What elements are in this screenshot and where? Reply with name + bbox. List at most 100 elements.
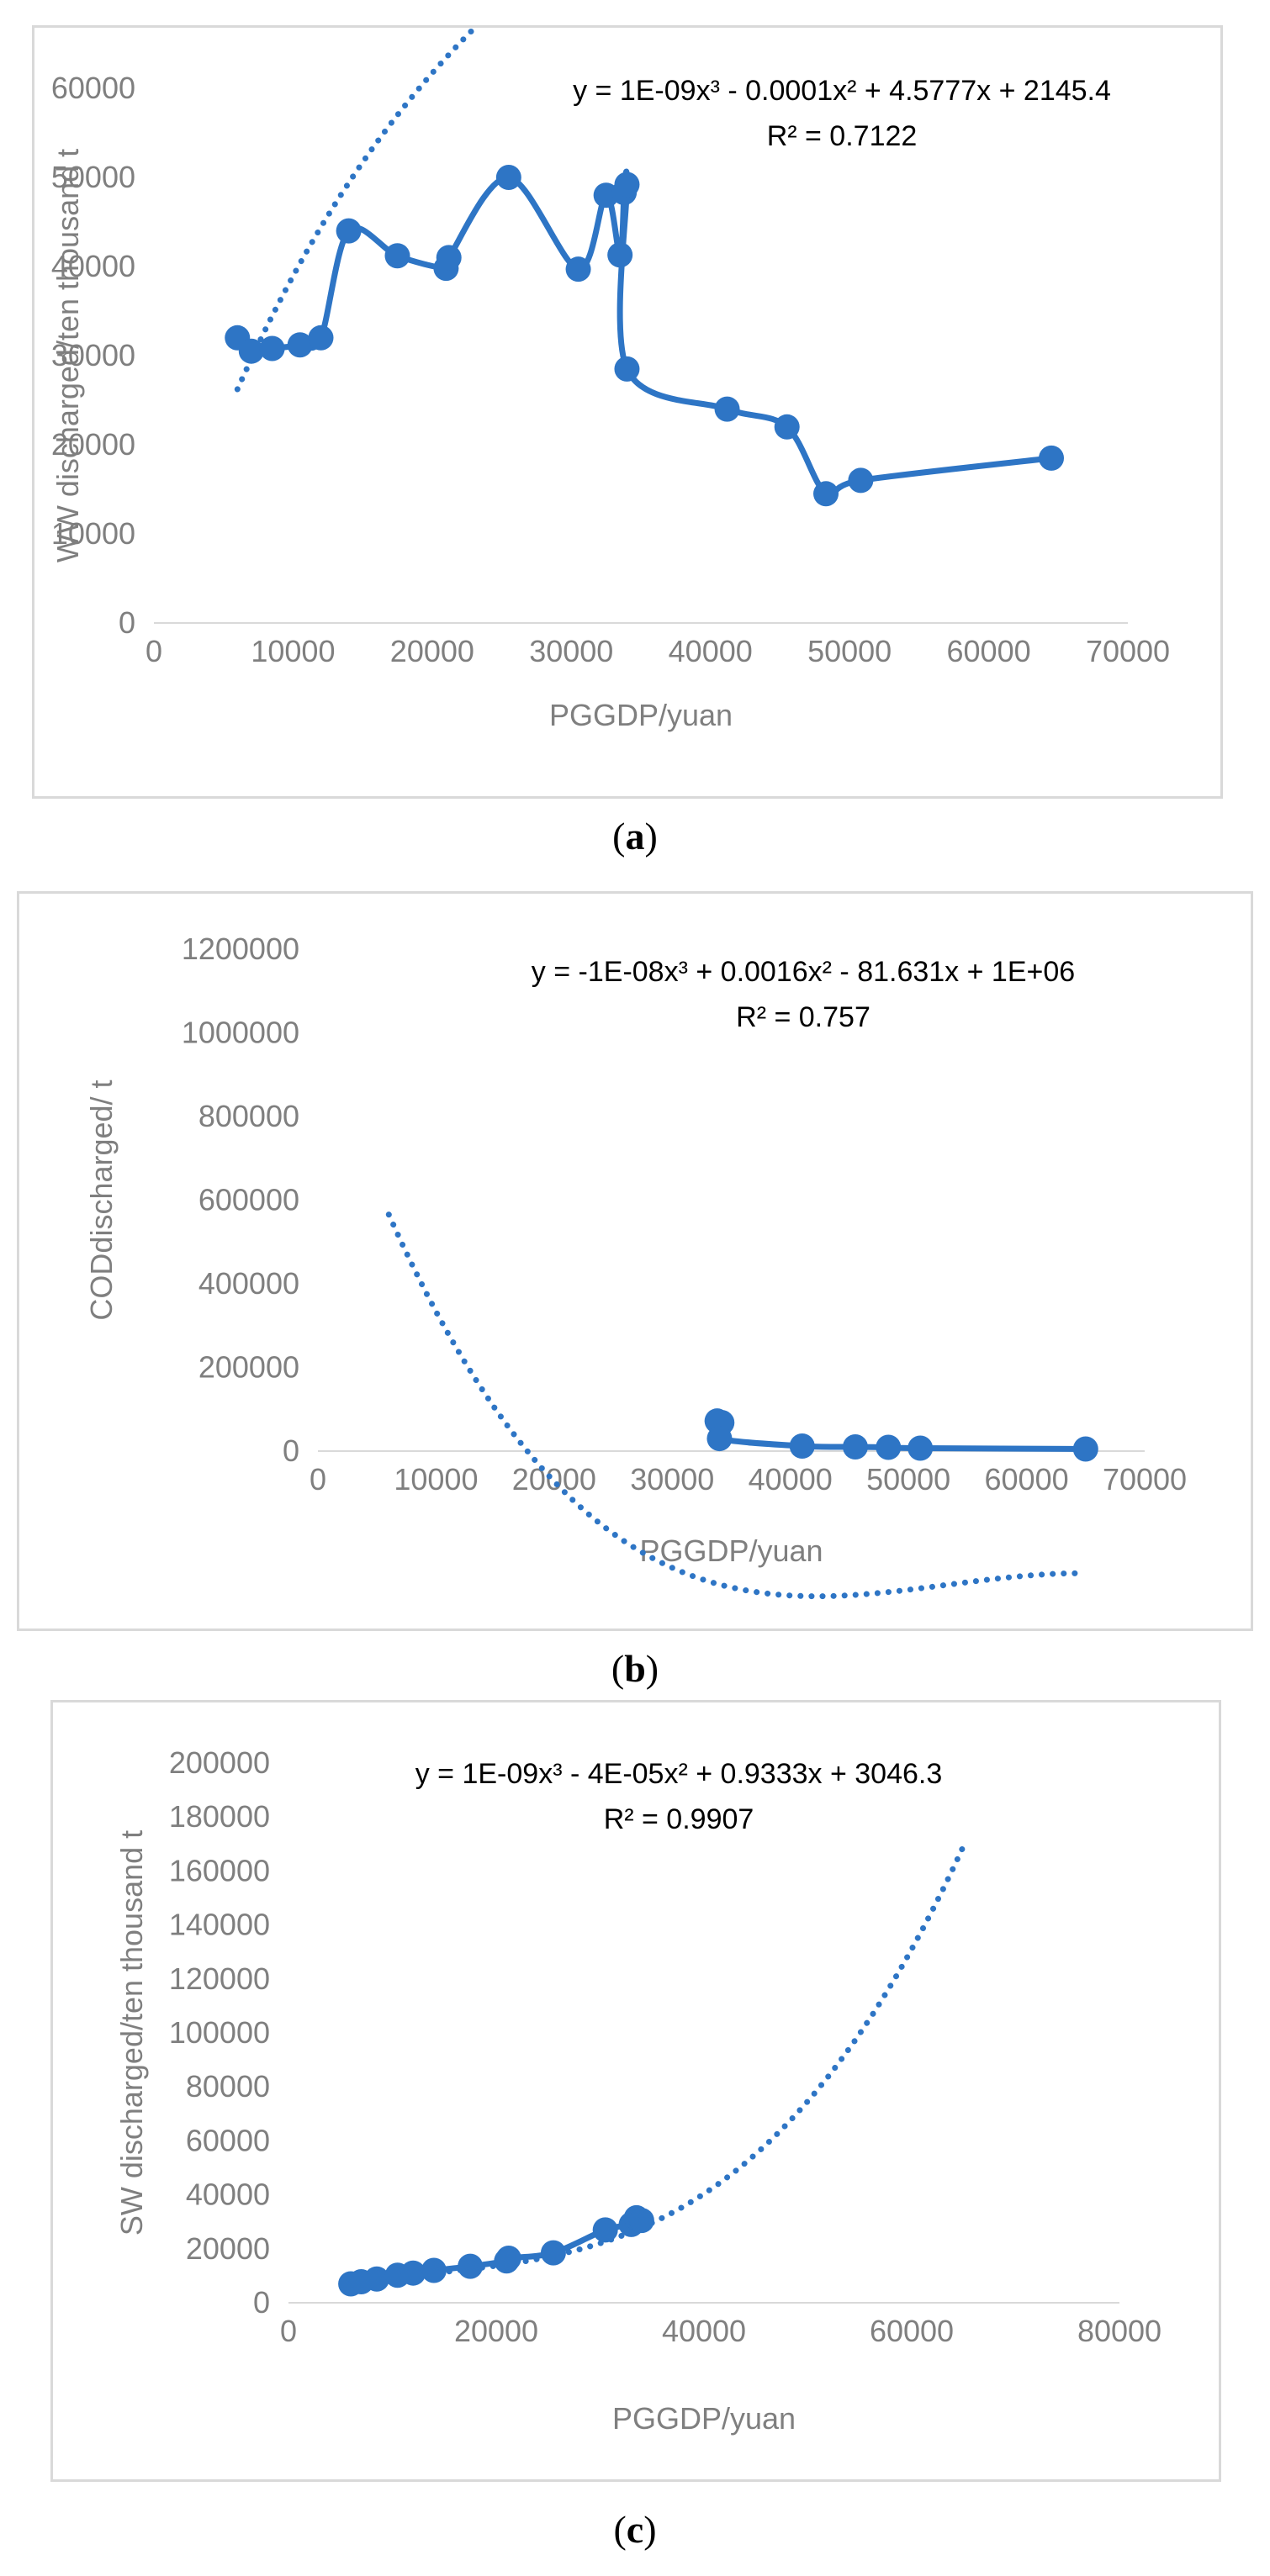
y-tick-label: 20000 <box>51 427 135 462</box>
x-tick-label: 0 <box>310 1462 326 1497</box>
r-squared-label: R² = 0.9907 <box>604 1803 754 1835</box>
y-axis-title: WW discharged/ten thousand t <box>50 149 85 562</box>
y-tick-label: 0 <box>119 605 135 640</box>
y-tick-label: 120000 <box>169 1961 270 1996</box>
data-point <box>607 242 633 268</box>
x-axis-title: PGGDP/yuan <box>549 698 733 732</box>
y-axis-title: SW discharged/ten thousand t <box>114 1830 149 2236</box>
data-point <box>774 414 800 440</box>
data-point <box>565 256 591 282</box>
trendline <box>234 28 479 393</box>
data-point <box>436 245 462 271</box>
chart-panel-c: 0 20000 40000 60000 80000 0 20000 40000 60000 800… <box>50 1700 1221 2482</box>
data-point <box>592 2217 618 2243</box>
y-tick-label: 60000 <box>186 2123 270 2157</box>
x-tick-label: 20000 <box>390 634 474 668</box>
trendline <box>385 1211 1089 1600</box>
y-tick-label: 40000 <box>186 2177 270 2212</box>
y-tick-label: 40000 <box>51 249 135 283</box>
y-axis-title: CODdischarged/ t <box>84 1079 119 1320</box>
x-tick-label: 30000 <box>630 1462 714 1497</box>
x-tick-label: 0 <box>280 2314 297 2348</box>
r-squared-label: R² = 0.757 <box>736 1001 870 1033</box>
x-tick-label: 30000 <box>529 634 613 668</box>
x-tick-label: 70000 <box>1086 634 1170 668</box>
data-point <box>614 356 640 382</box>
data-point <box>458 2253 484 2279</box>
y-tick-label: 1000000 <box>182 1016 299 1050</box>
x-tick-label: 0 <box>146 634 162 668</box>
y-tick-label: 0 <box>253 2285 270 2320</box>
r-squared-label: R² = 0.7122 <box>767 120 918 152</box>
data-point <box>308 325 334 351</box>
y-tick-label: 60000 <box>51 71 135 105</box>
data-point <box>336 218 362 244</box>
data-point <box>876 1434 902 1460</box>
y-tick-label: 80000 <box>186 2069 270 2104</box>
x-tick-label: 60000 <box>985 1462 1069 1497</box>
y-tick-label: 10000 <box>51 516 135 551</box>
data-point <box>421 2257 447 2283</box>
x-axis-title: PGGDP/yuan <box>612 2401 796 2436</box>
x-tick-label: 60000 <box>947 634 1031 668</box>
y-tick-label: 1200000 <box>182 932 299 966</box>
y-tick-label: 160000 <box>169 1853 270 1887</box>
data-point <box>628 2208 654 2234</box>
data-point <box>287 332 313 358</box>
x-tick-label: 40000 <box>662 2314 746 2348</box>
chart-panel-a: 0 10000 20000 30000 40000 50000 60000 70000 0 100… <box>32 25 1223 799</box>
data-point <box>614 172 640 198</box>
data-point <box>842 1434 868 1460</box>
y-tick-label: 30000 <box>51 338 135 372</box>
y-tick-label: 400000 <box>198 1266 299 1301</box>
chart-a-svg: 0 10000 20000 30000 40000 50000 60000 70000 0 100… <box>50 28 1170 732</box>
x-tick-label: 10000 <box>394 1462 478 1497</box>
data-point <box>1072 1436 1098 1462</box>
trendline-equation: y = -1E-08x³ + 0.0016x² - 81.631x + 1E+0… <box>532 956 1075 988</box>
data-point <box>714 396 740 422</box>
data-point <box>384 243 410 269</box>
x-tick-label: 70000 <box>1103 1462 1187 1497</box>
data-point <box>848 467 874 494</box>
y-tick-label: 200000 <box>198 1350 299 1385</box>
y-tick-label: 140000 <box>169 1908 270 1942</box>
y-tick-label: 20000 <box>186 2231 270 2266</box>
x-tick-label: 10000 <box>251 634 335 668</box>
trendline-equation: y = 1E-09x³ - 4E-05x² + 0.9333x + 3046.3 <box>415 1758 943 1790</box>
series-line <box>235 168 1052 499</box>
chart-caption-c: (c) <box>613 2508 657 2551</box>
y-tick-label: 0 <box>283 1433 299 1468</box>
data-point <box>238 338 264 364</box>
x-axis-title: PGGDP/yuan <box>639 1533 823 1568</box>
y-tick-label: 600000 <box>198 1183 299 1217</box>
data-point <box>540 2240 566 2266</box>
data-point <box>400 2260 426 2286</box>
chart-b-svg: 0 10000 20000 30000 40000 50000 60000 70000 0 200… <box>84 932 1187 1600</box>
y-tick-label: 200000 <box>169 1745 270 1780</box>
x-tick-label: 60000 <box>870 2314 954 2348</box>
data-point <box>789 1433 815 1460</box>
chart-caption-a: (a) <box>612 815 658 858</box>
x-tick-label: 20000 <box>512 1462 596 1497</box>
data-point <box>706 1426 733 1452</box>
x-tick-label: 40000 <box>669 634 753 668</box>
data-point <box>363 2266 389 2292</box>
data-point <box>495 165 521 190</box>
data-point <box>495 2246 521 2272</box>
chart-caption-b: (b) <box>611 1647 659 1690</box>
y-tick-label: 100000 <box>169 2015 270 2050</box>
trendline <box>347 1842 967 2286</box>
x-tick-label: 50000 <box>807 634 892 668</box>
trendline-equation: y = 1E-09x³ - 0.0001x² + 4.5777x + 2145.… <box>573 75 1111 107</box>
x-tick-label: 50000 <box>866 1462 950 1497</box>
data-point <box>1039 445 1065 471</box>
y-tick-label: 800000 <box>198 1099 299 1133</box>
data-point <box>908 1435 934 1461</box>
x-tick-label: 80000 <box>1077 2314 1162 2348</box>
y-tick-label: 180000 <box>169 1799 270 1834</box>
y-tick-label: 50000 <box>51 160 135 194</box>
x-tick-label: 40000 <box>749 1462 833 1497</box>
chart-c-svg: 0 20000 40000 60000 80000 0 20000 40000 60000 800… <box>114 1745 1162 2436</box>
x-tick-label: 20000 <box>454 2314 538 2348</box>
data-point <box>813 481 839 507</box>
